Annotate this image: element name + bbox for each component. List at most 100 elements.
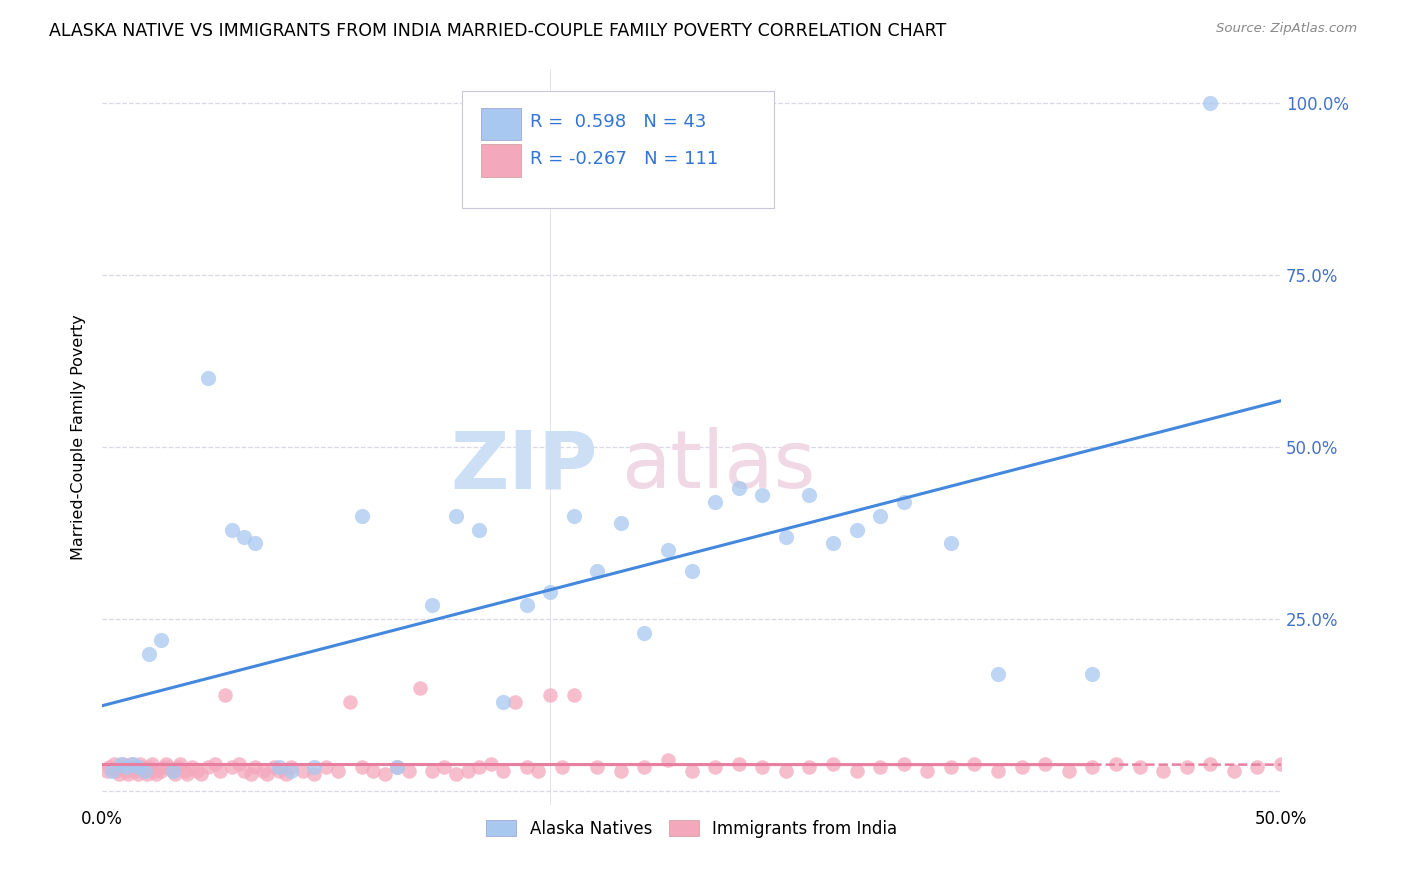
Point [917, 764, 939, 778]
Text: R =  0.598   N = 43: R = 0.598 N = 43 [530, 113, 706, 131]
Point [799, 760, 821, 774]
Point [516, 760, 538, 774]
Point [134, 764, 156, 778]
Point [1199, 756, 1222, 771]
Point [420, 764, 443, 778]
Point [110, 756, 132, 771]
Point [444, 767, 467, 781]
Point [280, 760, 302, 774]
Point [1081, 760, 1104, 774]
Point [1340, 756, 1362, 771]
Point [1294, 764, 1316, 778]
Point [263, 760, 285, 774]
Point [112, 756, 135, 771]
Point [143, 764, 166, 778]
Point [869, 508, 891, 523]
Point [987, 667, 1010, 681]
Point [350, 760, 373, 774]
Point [162, 764, 184, 778]
Point [150, 632, 173, 647]
Point [105, 764, 128, 778]
Point [232, 530, 254, 544]
Point [214, 688, 236, 702]
Point [1364, 760, 1386, 774]
Text: ZIP: ZIP [450, 427, 598, 505]
Point [141, 756, 163, 771]
Point [1246, 760, 1268, 774]
Point [1033, 756, 1056, 771]
Point [127, 767, 149, 781]
Point [169, 756, 191, 771]
Point [492, 695, 515, 709]
Point [245, 760, 267, 774]
Point [267, 760, 290, 774]
Point [657, 753, 679, 767]
Point [492, 764, 515, 778]
Point [987, 764, 1010, 778]
Point [326, 764, 349, 778]
Point [121, 760, 143, 774]
Point [1105, 756, 1128, 771]
Point [821, 536, 844, 550]
Y-axis label: Married-Couple Family Poverty: Married-Couple Family Poverty [72, 314, 86, 559]
Point [1152, 764, 1174, 778]
Text: ALASKA NATIVE VS IMMIGRANTS FROM INDIA MARRIED-COUPLE FAMILY POVERTY CORRELATION: ALASKA NATIVE VS IMMIGRANTS FROM INDIA M… [49, 22, 946, 40]
Point [162, 764, 184, 778]
Point [107, 767, 129, 781]
Point [1270, 756, 1292, 771]
Point [186, 764, 208, 778]
Point [586, 760, 609, 774]
Point [157, 760, 180, 774]
Point [433, 760, 456, 774]
Point [197, 760, 219, 774]
Point [657, 543, 679, 558]
Point [252, 764, 274, 778]
Point [751, 760, 773, 774]
Point [173, 764, 195, 778]
FancyBboxPatch shape [461, 91, 775, 209]
Point [775, 530, 797, 544]
Point [315, 760, 337, 774]
Point [527, 764, 550, 778]
Point [339, 695, 361, 709]
Point [291, 764, 314, 778]
Point [350, 508, 373, 523]
Point [751, 488, 773, 502]
Point [176, 767, 198, 781]
Point [134, 764, 156, 778]
Point [127, 760, 149, 774]
Point [114, 760, 136, 774]
Point [197, 371, 219, 385]
Point [103, 756, 125, 771]
Point [267, 764, 290, 778]
Point [468, 523, 491, 537]
Point [704, 495, 727, 509]
Point [398, 764, 420, 778]
Point [280, 764, 302, 778]
Point [221, 760, 243, 774]
Point [1175, 760, 1198, 774]
Point [304, 767, 326, 781]
Point [704, 760, 727, 774]
Point [409, 681, 432, 695]
Point [468, 760, 491, 774]
Point [633, 760, 655, 774]
Point [155, 756, 177, 771]
Point [1128, 760, 1150, 774]
Point [1317, 760, 1340, 774]
Point [893, 756, 915, 771]
Text: Source: ZipAtlas.com: Source: ZipAtlas.com [1216, 22, 1357, 36]
Point [551, 760, 574, 774]
Point [385, 760, 408, 774]
Point [232, 764, 254, 778]
Point [799, 488, 821, 502]
Point [98, 760, 121, 774]
Point [138, 647, 160, 661]
Point [503, 695, 526, 709]
Point [204, 756, 226, 771]
Point [114, 764, 136, 778]
Point [1081, 667, 1104, 681]
Point [1011, 760, 1033, 774]
Point [681, 764, 703, 778]
Point [845, 523, 868, 537]
